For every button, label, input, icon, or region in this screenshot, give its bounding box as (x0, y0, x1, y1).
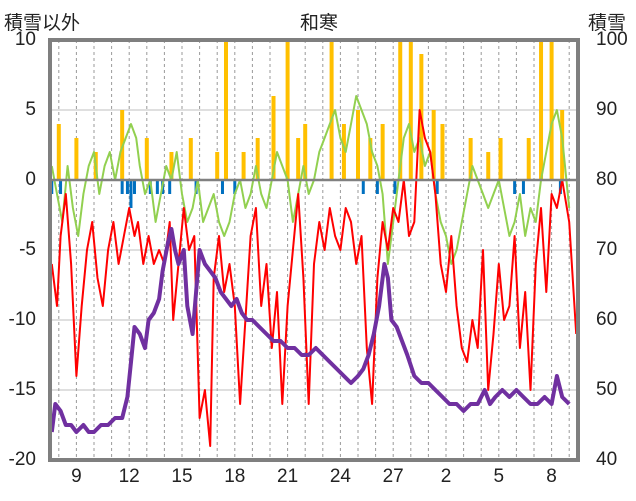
precip_bar-mark (549, 40, 554, 180)
right-tick-label: 90 (596, 99, 618, 120)
x-tick-label: 15 (171, 466, 193, 487)
precip_bar-mark (285, 40, 290, 180)
left-tick-label: 10 (14, 29, 36, 50)
sun_bar-mark (125, 180, 129, 194)
left-tick-label: 5 (25, 99, 36, 120)
precip_bar-mark (468, 138, 473, 180)
x-tick-label: 27 (382, 466, 404, 487)
left-tick-label: 0 (25, 169, 36, 190)
left-tick-label: -20 (8, 449, 36, 470)
x-tick-label: 24 (329, 466, 351, 487)
precip_bar-mark (498, 138, 503, 180)
precip_bar-mark (74, 138, 79, 180)
precip_bar-mark (169, 152, 174, 180)
precip_bar-mark (368, 138, 373, 180)
sun_bar-mark (361, 180, 365, 194)
right-tick-label: 40 (596, 449, 618, 470)
precip_bar-mark (356, 110, 360, 180)
sun_bar-mark (168, 180, 172, 194)
x-tick-label: 2 (440, 466, 452, 487)
right-tick-label: 60 (596, 309, 618, 330)
humidity_like-series-line (50, 95, 571, 265)
precip_bar-mark (296, 138, 301, 180)
x-tick-label: 5 (493, 466, 505, 487)
x-tick-label: 8 (546, 466, 557, 487)
right-tick-label: 100 (596, 29, 628, 50)
precip_bar-mark (144, 138, 149, 180)
precip_bar-mark (486, 152, 491, 180)
sun_bar-mark (120, 180, 124, 194)
x-tick-label: 9 (71, 466, 82, 487)
precip_bar-mark (431, 110, 436, 180)
precip_bar-mark (341, 124, 346, 180)
precip_bar-mark (539, 40, 544, 180)
sun_bar-mark (375, 180, 379, 194)
precip_bar-mark (440, 124, 445, 180)
precip_bar-mark (224, 40, 228, 180)
precip_bar-mark (56, 124, 61, 180)
temperature-series-line (50, 109, 578, 447)
right-tick-label: 80 (596, 169, 618, 190)
sun_bar-mark (132, 180, 136, 194)
line-layer (49, 95, 578, 447)
precip_bar-mark (303, 124, 308, 180)
plot-frame (48, 38, 580, 462)
precip_bar-mark (380, 124, 385, 180)
precip_bar-mark (398, 40, 403, 180)
sun_bar-mark (129, 180, 133, 208)
x-tick-label: 12 (118, 466, 140, 487)
sun_bar-mark (513, 180, 517, 194)
sun_bar-mark (521, 180, 525, 194)
right-axis-title: 積雪 (588, 13, 627, 34)
x-tick-label: 21 (277, 466, 299, 487)
snow_depth-series-line (49, 227, 571, 434)
sun_bar-mark (435, 180, 439, 194)
chart-title: 和寒 (300, 13, 339, 34)
left-tick-label: -5 (19, 239, 36, 260)
sun_bar-mark (155, 180, 159, 194)
x-tick-label: 18 (224, 466, 246, 487)
sun_bar-mark (233, 180, 237, 194)
precip_bar-mark (255, 138, 260, 180)
precip_bar-mark (241, 152, 246, 180)
left-tick-label: -10 (8, 309, 36, 330)
right-tick-label: 70 (596, 239, 618, 260)
precip_bar-mark (188, 138, 193, 180)
left-axis-title: 積雪以外 (4, 13, 81, 34)
precip_bar-mark (408, 40, 413, 180)
sun_bar-mark (220, 180, 224, 194)
left-tick-label: -15 (8, 379, 36, 400)
precip_bar-mark (215, 152, 220, 180)
precip_bar-mark (329, 40, 334, 180)
sun_bar-mark (59, 180, 63, 194)
precip_bar-mark (271, 96, 276, 180)
right-tick-label: 50 (596, 379, 618, 400)
sun_bar-mark (393, 180, 397, 194)
precip_bar-mark (526, 138, 531, 180)
